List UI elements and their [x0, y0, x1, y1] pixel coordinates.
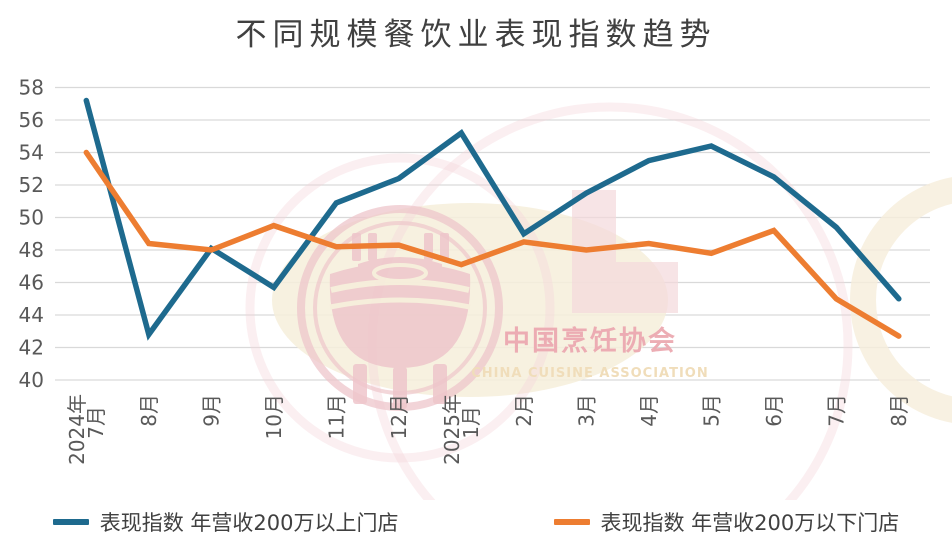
legend-label-below-2m: 表现指数 年营收200万以下门店	[600, 511, 900, 535]
y-tick-label: 40	[19, 368, 44, 392]
x-tick-label: 1月	[459, 406, 483, 439]
watermark-en-text: CHINA CUISINE ASSOCIATION	[471, 366, 708, 381]
y-tick-label: 42	[19, 336, 44, 360]
watermark-cream-ring	[850, 177, 952, 423]
x-tick-label: 5月	[699, 394, 723, 427]
x-tick-label: 6月	[762, 394, 786, 427]
x-tick-label: 11月	[324, 394, 348, 439]
x-tick-label: 7月	[84, 406, 108, 439]
x-tick-label: 9月	[199, 394, 223, 427]
x-tick-label: 2月	[512, 394, 536, 427]
y-tick-label: 50	[19, 206, 44, 230]
legend: 表现指数 年营收200万以上门店 表现指数 年营收200万以下门店	[0, 507, 952, 537]
y-tick-label: 48	[19, 238, 44, 262]
legend-swatch-below-2m	[553, 519, 590, 525]
x-tick-label: 2025年	[440, 394, 464, 465]
y-tick-label: 44	[19, 303, 44, 327]
x-tick-label: 12月	[387, 394, 411, 439]
x-tick-label: 8月	[137, 394, 161, 427]
y-tick-label: 56	[19, 108, 44, 132]
watermark-mid-ring	[245, 153, 555, 463]
cooking-pot-icon	[329, 233, 471, 409]
y-tick-label: 52	[19, 173, 44, 197]
legend-item-below-2m: 表现指数 年营收200万以下门店	[553, 507, 900, 537]
line-chart-svg: 40 42 44 46 48 50 52 54 56 58 中国烹饪协会 CHINA CUISINE …	[19, 76, 952, 500]
legend-item-above-2m: 表现指数 年营收200万以上门店	[52, 507, 399, 537]
x-tick-label: 8月	[887, 394, 911, 427]
series-line-below-2m	[83, 149, 902, 339]
y-tick-label: 58	[19, 76, 44, 100]
legend-label-above-2m: 表现指数 年营收200万以上门店	[99, 511, 399, 535]
chart-title: 不同规模餐饮业表现指数趋势	[235, 17, 717, 53]
watermark: 中国烹饪协会 CHINA CUISINE ASSOCIATION	[245, 102, 952, 500]
series-line-above-2m	[83, 97, 902, 341]
x-tick-label: 10月	[262, 394, 286, 439]
y-tick-label: 46	[19, 271, 44, 295]
x-tick-label: 2024年	[65, 394, 89, 465]
x-tick-label: 3月	[574, 394, 598, 427]
watermark-letter-l	[572, 190, 678, 313]
x-tick-label: 7月	[824, 394, 848, 427]
watermark-cn-text: 中国烹饪协会	[503, 325, 677, 357]
legend-swatch-above-2m	[52, 519, 89, 525]
x-tick-label: 4月	[637, 394, 661, 427]
y-tick-label: 54	[19, 141, 44, 165]
